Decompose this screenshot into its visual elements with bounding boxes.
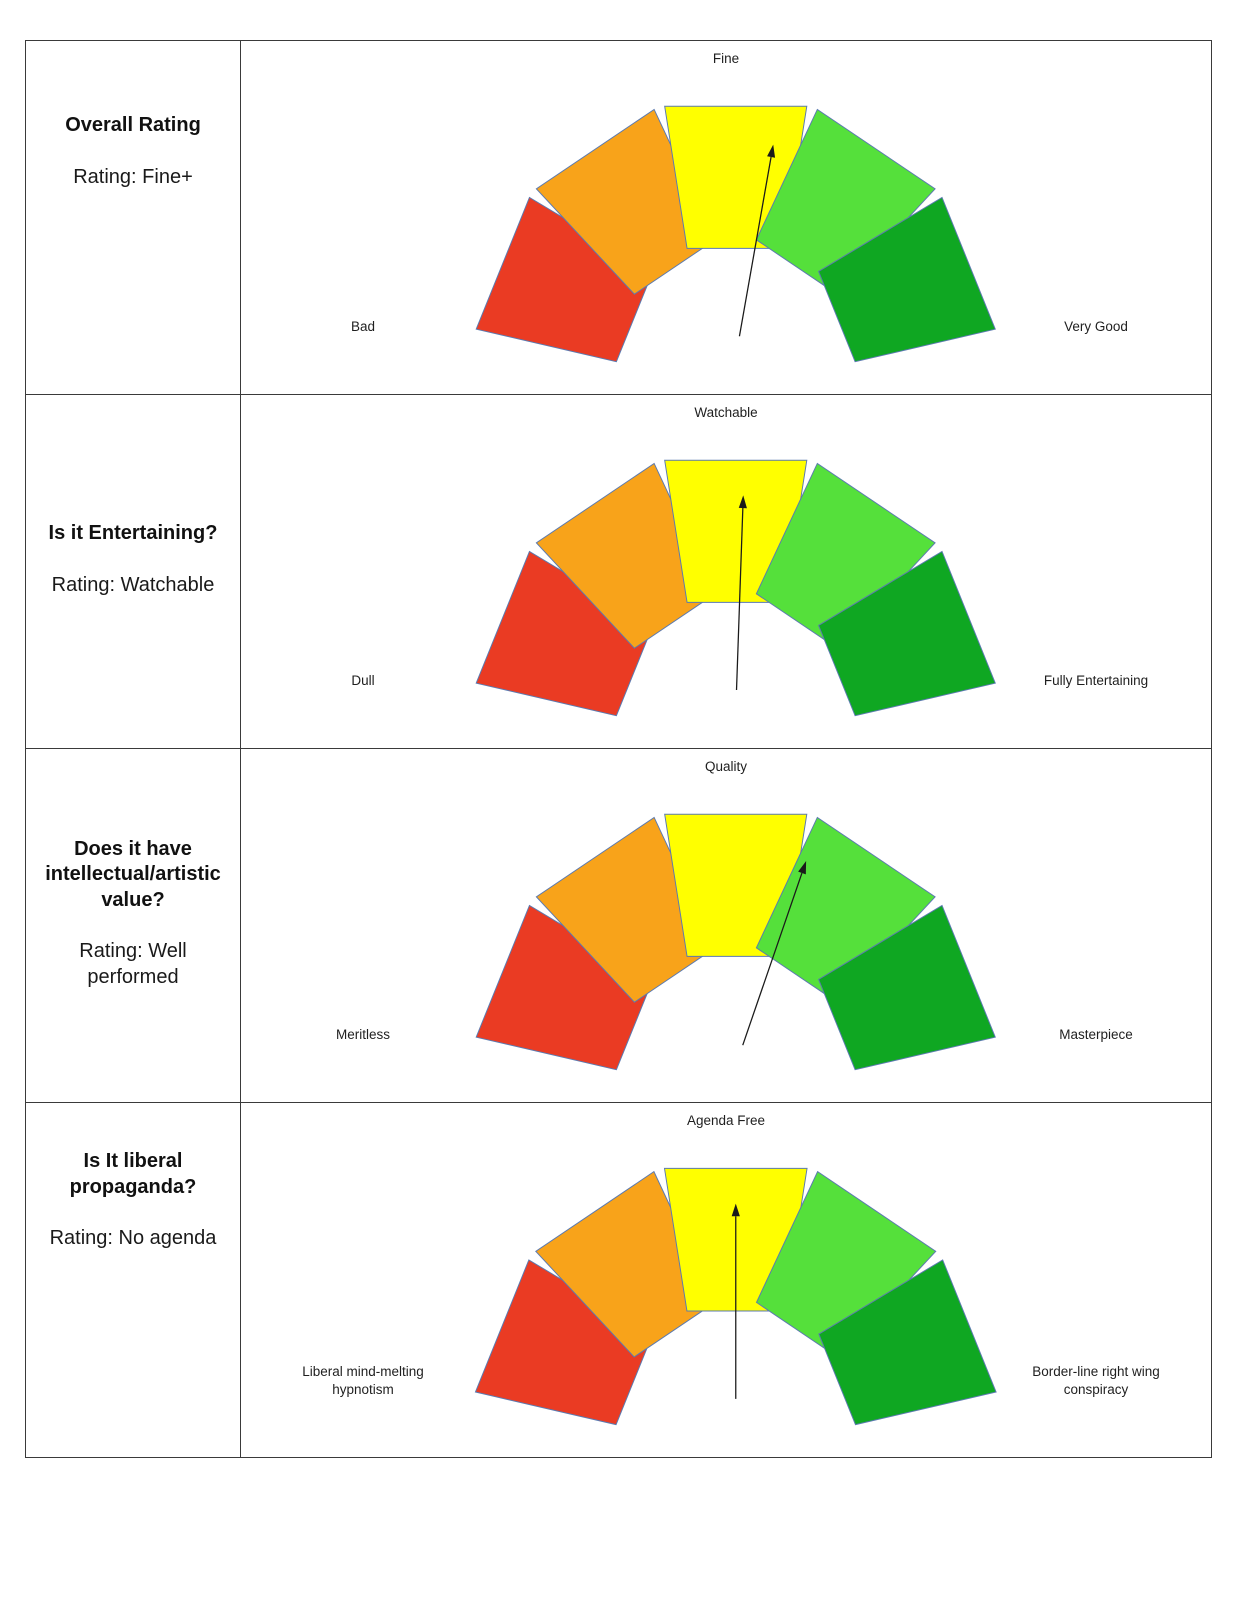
gauge-chart <box>475 813 996 1071</box>
gauge-chart <box>474 1167 997 1426</box>
gauge-segment-1 <box>535 1170 716 1358</box>
gauge-segment-4 <box>817 550 996 717</box>
category-heading: Does it have intellectual/artistic value… <box>45 837 221 911</box>
gauge-right-label: Border-line right wing conspiracy <box>1032 1363 1160 1397</box>
gauge-segment-0 <box>475 904 654 1071</box>
gauge-segment-4 <box>817 904 996 1071</box>
gauge-cell-value: Quality Meritless Masterpiece <box>241 749 1211 1103</box>
rating-value: Rating: Fine+ <box>73 165 193 188</box>
gauge-segment-3 <box>755 816 936 1003</box>
gauge-needle-arrowhead <box>798 861 807 875</box>
rating-value: Rating: Watchable <box>51 573 215 596</box>
gauge-top-label: Fine <box>712 51 740 66</box>
gauge-segment-1 <box>535 462 716 649</box>
category-cell-propaganda: Is It liberal propaganda? Rating: No age… <box>26 1103 241 1457</box>
gauge-left-label: Bad <box>350 318 376 334</box>
rating-value: Rating: No agenda <box>49 1227 217 1250</box>
category-cell-entertaining: Is it Entertaining? Rating: Watchable <box>26 395 241 749</box>
gauge-top-label: Watchable <box>694 405 758 420</box>
category-heading: Is it Entertaining? <box>48 521 218 544</box>
gauge-chart <box>475 459 996 717</box>
ratings-table: Overall Rating Rating: Fine+ Fine Bad Ve… <box>25 40 1212 1458</box>
gauge-needle-arrowhead <box>767 144 776 158</box>
gauge-right-label: Masterpiece <box>1059 1026 1133 1042</box>
category-heading: Is It liberal propaganda? <box>69 1150 197 1198</box>
gauge-segment-3 <box>755 1170 937 1358</box>
gauge-segment-1 <box>535 816 716 1003</box>
gauge-cell-propaganda: Agenda Free Liberal mind-melting hypnoti… <box>241 1103 1211 1457</box>
gauge-needle <box>742 872 803 1046</box>
gauge-segment-3 <box>755 108 936 295</box>
category-cell-overall: Overall Rating Rating: Fine+ <box>26 41 241 395</box>
gauge-left-label: Meritless <box>335 1026 390 1042</box>
category-cell-value: Does it have intellectual/artistic value… <box>26 749 241 1103</box>
gauge-segment-0 <box>475 550 654 717</box>
gauge-cell-entertaining: Watchable Dull Fully Entertaining <box>241 395 1211 749</box>
gauge-right-label: Very Good <box>1064 318 1128 334</box>
rating-value: Rating: Well performed <box>79 940 187 988</box>
gauge-segment-3 <box>755 462 936 649</box>
gauge-segment-4 <box>818 1259 997 1426</box>
gauge-needle <box>735 508 744 691</box>
gauge-left-label: Dull <box>351 672 375 688</box>
gauge-segment-4 <box>817 196 996 363</box>
gauge-right-label: Fully Entertaining <box>1043 672 1149 688</box>
gauge-needle-arrowhead <box>738 495 747 509</box>
gauge-needle <box>738 156 772 337</box>
gauge-segment-0 <box>474 1259 654 1426</box>
gauge-top-label: Agenda Free <box>686 1113 766 1128</box>
category-heading: Overall Rating <box>65 114 201 136</box>
gauge-cell-overall: Fine Bad Very Good <box>241 41 1211 395</box>
gauge-chart <box>475 105 996 363</box>
gauge-segment-0 <box>475 196 654 363</box>
gauge-top-label: Quality <box>704 759 748 774</box>
gauge-needle-arrowhead <box>731 1203 740 1217</box>
gauge-segment-1 <box>535 108 716 295</box>
gauge-left-label: Liberal mind-melting hypnotism <box>302 1363 424 1397</box>
